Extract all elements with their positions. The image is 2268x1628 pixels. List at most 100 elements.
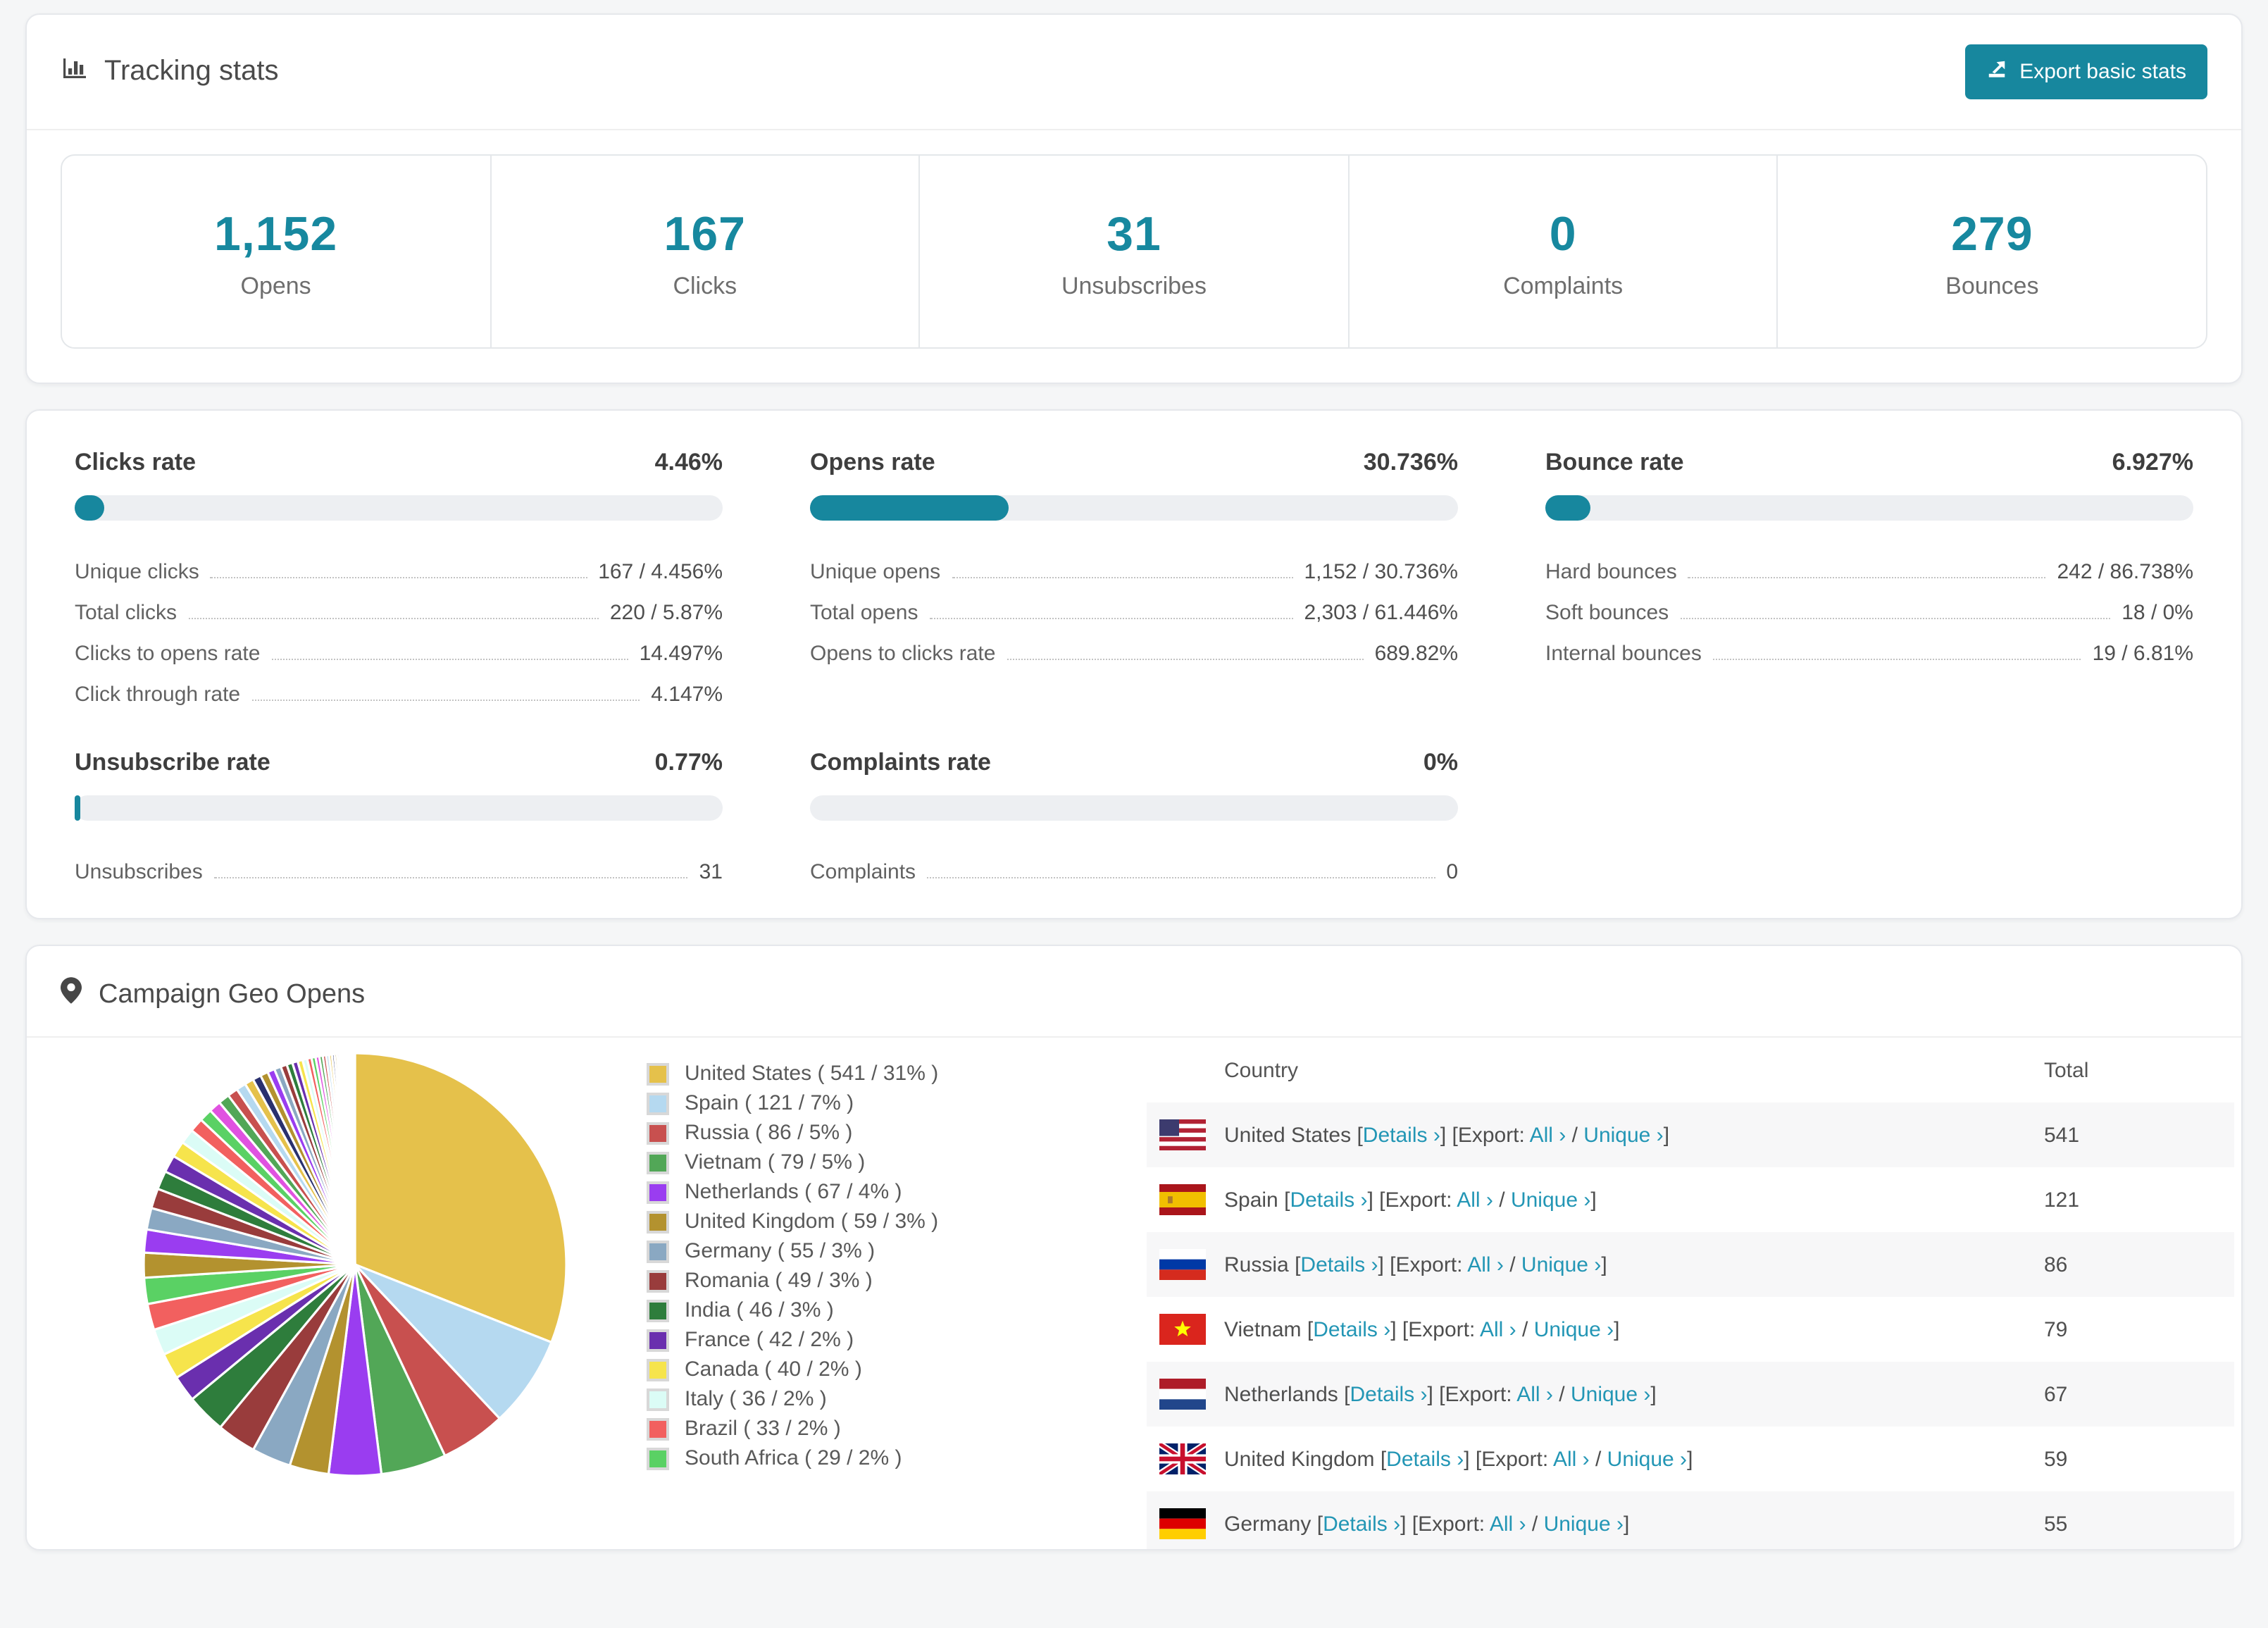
legend-item: South Africa ( 29 / 2% ) <box>647 1443 938 1473</box>
export-unique-link[interactable]: Unique › <box>1583 1123 1664 1147</box>
geo-opens-card: Campaign Geo Opens United States ( 541 /… <box>25 945 2243 1551</box>
geo-table-total-cell: 59 <box>2044 1447 2068 1471</box>
rate-row-label: Unique opens <box>810 560 941 584</box>
rate-panel-complaints-rate: Complaints rate 0% Complaints 0 <box>810 749 1458 884</box>
legend-color-swatch <box>647 1388 669 1410</box>
legend-item: United Kingdom ( 59 / 3% ) <box>647 1207 938 1236</box>
legend-color-swatch <box>647 1181 669 1203</box>
location-pin-icon <box>61 977 82 1012</box>
export-unique-link[interactable]: Unique › <box>1510 1188 1591 1212</box>
rate-stat-row: Unsubscribes 31 <box>75 843 723 884</box>
export-unique-link[interactable]: Unique › <box>1607 1447 1688 1471</box>
pie-slice <box>354 1263 554 1420</box>
summary-stats-wrap: 1,152 Opens 167 Clicks 31 Unsubscribes 0 Compla… <box>27 130 2241 383</box>
geo-table-header: Country Total <box>1147 1038 2234 1102</box>
dotted-leader <box>271 659 628 660</box>
geo-table-country-cell: Vietnam [Details ›] [Export: All › / Uni… <box>1224 1317 1620 1341</box>
legend-label: United States ( 541 / 31% ) <box>685 1062 939 1086</box>
country-name: United Kingdom <box>1224 1447 1381 1471</box>
export-all-link[interactable]: All › <box>1516 1382 1553 1406</box>
rate-row-label: Internal bounces <box>1545 642 1702 666</box>
dotted-leader <box>188 618 599 619</box>
legend-color-swatch <box>647 1062 669 1085</box>
flag-icon-de <box>1159 1508 1206 1539</box>
export-unique-link[interactable]: Unique › <box>1543 1512 1624 1536</box>
legend-color-swatch <box>647 1240 669 1262</box>
rate-percent: 6.927% <box>2112 449 2193 476</box>
geo-content: United States ( 541 / 31% ) Spain ( 121 /… <box>27 1038 2241 1549</box>
legend-label: France ( 42 / 2% ) <box>685 1328 854 1352</box>
dotted-leader <box>1680 618 2111 619</box>
export-unique-link[interactable]: Unique › <box>1533 1317 1614 1341</box>
export-all-link[interactable]: All › <box>1457 1188 1493 1212</box>
details-link[interactable]: Details › <box>1323 1512 1401 1536</box>
rates-card: Clicks rate 4.46% Unique clicks 167 / 4.456… <box>25 409 2243 919</box>
legend-color-swatch <box>647 1358 669 1381</box>
geo-table-row: Netherlands [Details ›] [Export: All › /… <box>1147 1362 2234 1427</box>
legend-label: Brazil ( 33 / 2% ) <box>685 1417 841 1441</box>
rate-stat-row: Soft bounces 18 / 0% <box>1545 584 2193 625</box>
rates-grid: Clicks rate 4.46% Unique clicks 167 / 4.456… <box>75 449 2193 884</box>
rate-rows: Complaints 0 <box>810 843 1458 884</box>
details-link[interactable]: Details › <box>1300 1253 1378 1276</box>
details-link[interactable]: Details › <box>1362 1123 1440 1147</box>
rate-row-value: 167 / 4.456% <box>598 560 723 584</box>
summary-stat-label: Bounces <box>1945 273 2039 299</box>
legend-label: Netherlands ( 67 / 4% ) <box>685 1180 902 1204</box>
summary-stat-value: 167 <box>663 208 746 261</box>
geo-pie-legend: United States ( 541 / 31% ) Spain ( 121 /… <box>647 1059 938 1473</box>
legend-color-swatch <box>647 1329 669 1351</box>
legend-label: Vietnam ( 79 / 5% ) <box>685 1150 866 1174</box>
legend-item: France ( 42 / 2% ) <box>647 1325 938 1355</box>
dotted-leader <box>1007 659 1364 660</box>
export-all-link[interactable]: All › <box>1552 1447 1590 1471</box>
rate-title: Clicks rate <box>75 449 196 476</box>
export-all-link[interactable]: All › <box>1480 1317 1516 1341</box>
legend-color-swatch <box>647 1210 669 1233</box>
tracking-stats-card: Tracking stats Export basic stats 1,152 O… <box>25 13 2243 384</box>
legend-color-swatch <box>647 1299 669 1322</box>
legend-label: Romania ( 49 / 3% ) <box>685 1269 873 1293</box>
geo-table-row: Vietnam [Details ›] [Export: All › / Uni… <box>1147 1297 2234 1362</box>
country-name: Germany <box>1224 1512 1317 1536</box>
details-link[interactable]: Details › <box>1290 1188 1368 1212</box>
legend-item: Italy ( 36 / 2% ) <box>647 1384 938 1414</box>
pie-slice <box>352 1052 356 1265</box>
rate-panel-opens-rate: Opens rate 30.736% Unique opens 1,152 / 30.… <box>810 449 1458 707</box>
geo-table-row: United Kingdom [Details ›] [Export: All … <box>1147 1427 2234 1491</box>
rate-row-label: Click through rate <box>75 683 241 707</box>
details-link[interactable]: Details › <box>1350 1382 1428 1406</box>
legend-label: India ( 46 / 3% ) <box>685 1298 834 1322</box>
rate-rows: Unsubscribes 31 <box>75 843 723 884</box>
export-all-link[interactable]: All › <box>1529 1123 1566 1147</box>
dotted-leader <box>929 618 1293 619</box>
dashboard: Tracking stats Export basic stats 1,152 O… <box>0 13 2268 1628</box>
total-column-header: Total <box>2044 1058 2089 1082</box>
rate-stat-row: Total clicks 220 / 5.87% <box>75 584 723 625</box>
rate-row-value: 2,303 / 61.446% <box>1304 601 1458 625</box>
legend-item: Romania ( 49 / 3% ) <box>647 1266 938 1295</box>
legend-item: United States ( 541 / 31% ) <box>647 1059 938 1088</box>
export-all-link[interactable]: All › <box>1467 1253 1504 1276</box>
rate-progress-fill <box>1545 495 1590 521</box>
export-basic-stats-button[interactable]: Export basic stats <box>1964 44 2207 99</box>
rate-percent: 0.77% <box>654 749 723 776</box>
rate-percent: 0% <box>1423 749 1458 776</box>
legend-color-swatch <box>647 1417 669 1440</box>
details-link[interactable]: Details › <box>1386 1447 1464 1471</box>
geo-opens-header: Campaign Geo Opens <box>27 946 2241 1038</box>
export-unique-link[interactable]: Unique › <box>1521 1253 1602 1276</box>
rate-row-value: 220 / 5.87% <box>609 601 723 625</box>
rate-row-value: 689.82% <box>1374 642 1458 666</box>
export-all-link[interactable]: All › <box>1489 1512 1526 1536</box>
export-unique-link[interactable]: Unique › <box>1570 1382 1651 1406</box>
rate-row-value: 19 / 6.81% <box>2092 642 2193 666</box>
geo-table-country-cell: United States [Details ›] [Export: All ›… <box>1224 1123 1670 1147</box>
details-link[interactable]: Details › <box>1313 1317 1391 1341</box>
rate-panel-bounce-rate: Bounce rate 6.927% Hard bounces 242 / 86.73… <box>1545 449 2193 707</box>
legend-item: Germany ( 55 / 3% ) <box>647 1236 938 1266</box>
rate-header: Bounce rate 6.927% <box>1545 449 2193 477</box>
geo-table-country-cell: Germany [Details ›] [Export: All › / Uni… <box>1224 1512 1630 1536</box>
summary-stat-value: 0 <box>1549 208 1577 261</box>
geo-table-row: Russia [Details ›] [Export: All › / Uniq… <box>1147 1232 2234 1297</box>
